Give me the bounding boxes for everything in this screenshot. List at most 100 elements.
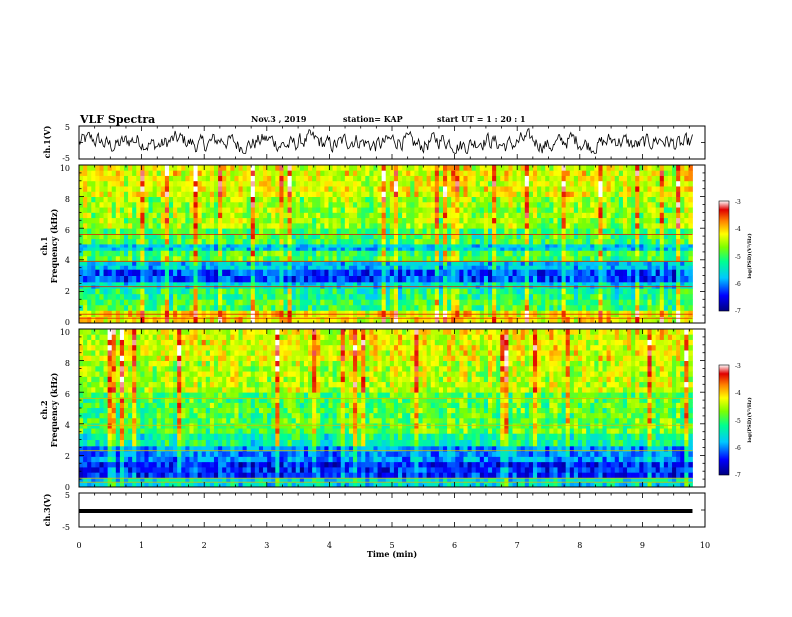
spec1-cell [484,294,488,300]
spec1-cell [153,294,157,300]
spec1-cell [451,282,455,286]
spec1-cell [451,239,455,245]
spec1-cell [357,212,361,218]
spec1-cell [185,288,189,294]
spec1-cell [361,176,365,182]
spec1-cell [521,299,525,305]
spec1-cell [259,247,263,251]
spec1-cell [668,191,672,197]
spec1-cell [161,170,165,176]
spec1-cell [468,186,472,192]
spec1-cell [251,239,255,245]
spec1-cell [517,244,521,248]
spec1-cell [108,250,112,256]
spec1-cell [545,244,549,248]
spec1-cell [202,269,206,276]
spec1-cell [647,317,651,324]
spec1-cell [680,176,684,182]
spec1-cell [95,186,99,192]
spec1-cell [112,269,116,276]
ch1-spec-tick-0: 0 [65,318,70,327]
spec1-cell [378,244,382,248]
spec1-cell [386,223,390,229]
spec1-cell [639,223,643,229]
spec1-cell [222,197,226,203]
spec1-cell [140,282,144,286]
spec1-cell [353,288,357,294]
spec1-cell [124,250,128,256]
spec1-cell [271,265,275,269]
spec1-cell [247,202,251,208]
spec1-cell [406,170,410,176]
spec1-cell [496,228,500,234]
spec1-cell [275,305,279,311]
spec1-cell [623,239,627,245]
spec1-cell [521,207,525,213]
spec1-cell [459,294,463,300]
spec1-cell [157,197,161,203]
spec1-cell [451,181,455,187]
spec1-cell [288,247,292,251]
spec1-cell [214,250,218,256]
spec1-cell [455,176,459,182]
spec1-cell [578,239,582,245]
spec1-cell [578,265,582,269]
spec1-cell [108,202,112,208]
spec1-cell [177,317,181,324]
spec1-cell [545,294,549,300]
spec1-cell [153,288,157,294]
spec1-cell [259,176,263,182]
spec1-cell [439,310,443,317]
spec1-cell [386,239,390,245]
spec1-cell [320,212,324,218]
spec1-cell [320,305,324,311]
spec1-cell [427,269,431,276]
spec1-cell [447,247,451,251]
spec1-cell [566,223,570,229]
spec1-cell [198,191,202,197]
spec1-cell [656,186,660,192]
spec1-cell [529,181,533,187]
spec1-cell [541,170,545,176]
spec1-cell [275,310,279,317]
spec1-cell [623,181,627,187]
spec1-cell [239,165,243,171]
spec1-cell [517,265,521,269]
spec1-cell [173,202,177,208]
spec1-cell [324,265,328,269]
spec1-cell [590,207,594,213]
spec1-cell [541,218,545,224]
spec1-cell [189,282,193,286]
spec1-cell [615,202,619,208]
spec1-cell [365,218,369,224]
spec1-cell [504,269,508,276]
spec1-cell [435,288,439,294]
spec1-cell [324,207,328,213]
spec1-cell [668,244,672,248]
spec1-cell [492,228,496,234]
spec1-cell [157,181,161,187]
spec1-cell [521,191,525,197]
spec1-cell [157,305,161,311]
spec1-cell [668,299,672,305]
spec1-cell [230,288,234,294]
spec1-cell [418,181,422,187]
spec1-cell [177,305,181,311]
spec1-cell [292,269,296,276]
spec1-cell [194,261,198,265]
spec1-cell [378,250,382,256]
spec1-cell [402,228,406,234]
spec1-cell [169,170,173,176]
spec1-cell [549,244,553,248]
spec1-cell [128,239,132,245]
spec1-cell [529,294,533,300]
spec1-cell [128,165,132,171]
spec1-cell [611,197,615,203]
spec1-cell [459,305,463,311]
spec1-cell [459,191,463,197]
spec1-cell [308,265,312,269]
spec1-cell [615,239,619,245]
spec1-cell [529,269,533,276]
spec1-cell [120,247,124,251]
spec1-cell [255,317,259,324]
